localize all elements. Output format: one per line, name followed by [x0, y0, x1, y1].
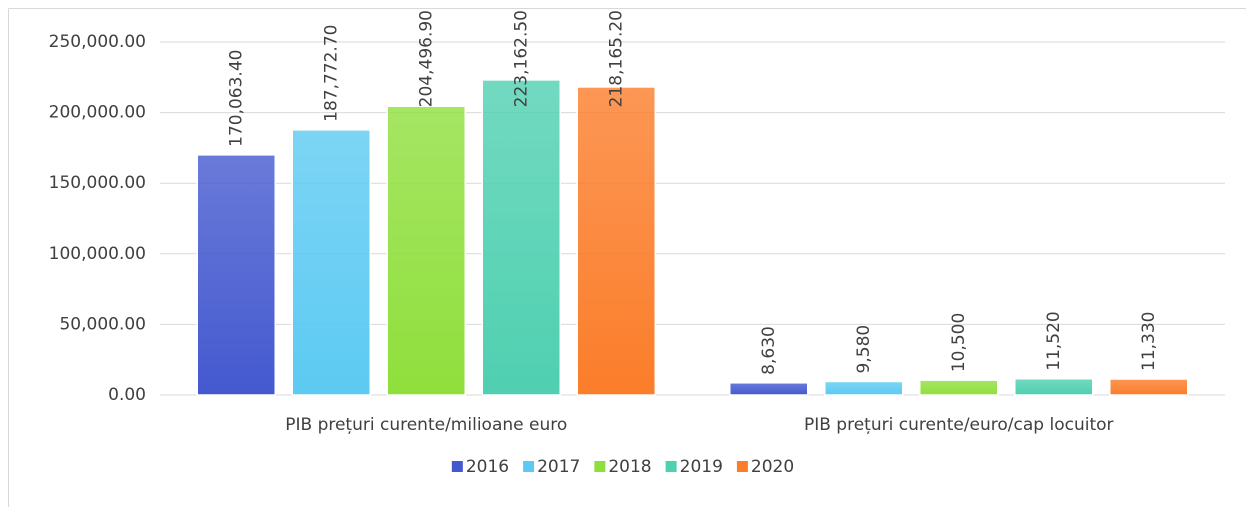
legend-label: 2018 — [608, 457, 651, 477]
data-label: 11,520 — [1044, 311, 1064, 370]
data-label: 218,165.20 — [606, 10, 626, 107]
legend-label: 2020 — [751, 457, 794, 477]
y-tick-label: 200,000.00 — [49, 103, 146, 123]
bar — [1014, 377, 1094, 396]
bar — [196, 154, 276, 396]
legend-label: 2016 — [466, 457, 509, 477]
bar — [919, 379, 999, 396]
legend-swatch — [523, 461, 535, 472]
x-tick-label: PIB prețuri curente/milioane euro — [285, 415, 567, 435]
y-tick-label: 250,000.00 — [49, 32, 146, 52]
legend-label: 2019 — [680, 457, 723, 477]
y-tick-label: 0.00 — [108, 385, 146, 405]
bar — [481, 79, 561, 396]
x-tick-label: PIB prețuri curente/euro/cap locuitor — [804, 415, 1114, 435]
legend-swatch — [594, 461, 606, 472]
data-label: 204,496.90 — [416, 10, 436, 107]
bar — [291, 129, 371, 396]
data-label: 9,580 — [854, 325, 874, 374]
data-label: 11,330 — [1139, 312, 1159, 371]
data-label: 10,500 — [949, 313, 969, 372]
bar — [824, 380, 904, 396]
data-label: 187,772.70 — [321, 25, 341, 122]
bar — [386, 105, 466, 396]
y-tick-label: 100,000.00 — [49, 244, 146, 264]
bar — [576, 86, 656, 396]
legend-swatch — [736, 461, 748, 472]
y-tick-label: 150,000.00 — [49, 173, 146, 193]
bar — [1109, 378, 1189, 396]
data-label: 170,063.40 — [226, 50, 246, 147]
legend-swatch — [451, 461, 463, 472]
data-label: 8,630 — [759, 326, 779, 375]
data-label: 223,162.50 — [511, 10, 531, 107]
legend-label: 2017 — [537, 457, 580, 477]
legend-swatch — [665, 461, 677, 472]
bar — [729, 382, 809, 396]
y-tick-label: 50,000.00 — [59, 314, 146, 334]
